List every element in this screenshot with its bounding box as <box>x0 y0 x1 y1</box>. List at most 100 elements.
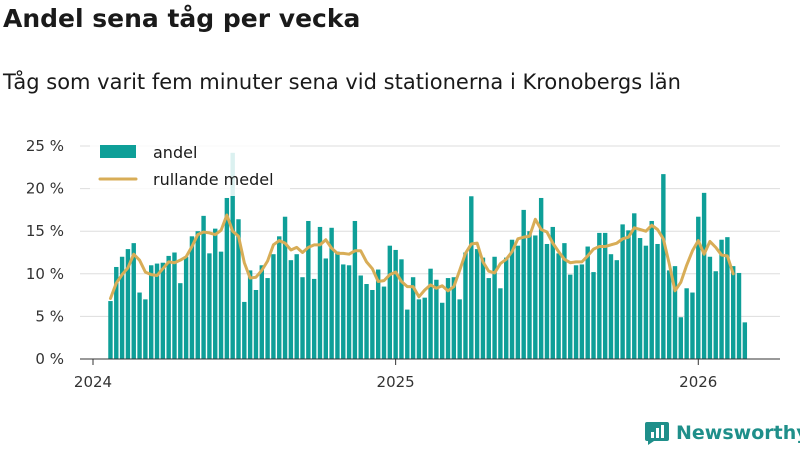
bar <box>643 245 649 359</box>
bar <box>556 253 561 359</box>
bar <box>696 216 701 359</box>
bar <box>230 152 235 359</box>
legend-bar-swatch <box>100 145 136 158</box>
bar <box>614 260 619 359</box>
bar <box>137 292 142 359</box>
bar <box>172 252 177 359</box>
bar <box>364 284 369 359</box>
bar-series <box>108 152 748 359</box>
bar <box>434 279 439 359</box>
bar <box>521 209 526 359</box>
bar <box>183 256 189 359</box>
bar <box>486 278 491 359</box>
bar <box>311 278 317 359</box>
y-tick-label: 20 % <box>26 180 64 198</box>
y-tick-label: 25 % <box>26 137 64 155</box>
bar <box>515 245 521 359</box>
bar <box>568 274 573 359</box>
bar <box>579 264 585 359</box>
bar <box>620 224 625 359</box>
bar <box>550 226 555 359</box>
newsworthy-brand[interactable]: Newsworthy <box>644 420 800 446</box>
bar <box>189 236 195 359</box>
bar <box>381 286 387 359</box>
y-axis-ticks: 0 % 5 % 10 % 15 % 20 % 25 % <box>26 137 64 368</box>
bar <box>731 266 736 359</box>
bar <box>335 251 340 359</box>
bar <box>195 231 200 359</box>
bar <box>445 278 451 359</box>
bar <box>393 249 398 359</box>
bar <box>480 257 486 359</box>
bar <box>573 265 579 359</box>
bar <box>119 256 125 359</box>
bar <box>637 238 643 359</box>
bar <box>707 256 713 359</box>
bar <box>428 268 433 359</box>
bar <box>655 243 660 359</box>
bar <box>213 228 218 359</box>
x-axis-ticks: 2024 2025 2026 <box>74 359 717 391</box>
bar <box>352 220 358 359</box>
x-tick-label: 2025 <box>377 373 415 391</box>
bar <box>504 257 509 359</box>
bar <box>410 277 416 359</box>
bar <box>329 227 334 359</box>
bar <box>597 232 602 359</box>
bar <box>294 254 299 359</box>
bar <box>160 262 166 359</box>
bar <box>178 283 183 359</box>
bar <box>509 239 515 359</box>
y-tick-label: 15 % <box>26 222 64 240</box>
bar <box>306 220 311 359</box>
bar <box>719 239 724 359</box>
bar <box>544 243 550 359</box>
bar <box>387 245 393 359</box>
bar <box>422 297 427 359</box>
bar <box>207 253 212 359</box>
bar <box>562 243 567 359</box>
bar <box>666 270 672 359</box>
bar <box>474 249 480 359</box>
bar <box>440 302 445 359</box>
bar <box>725 237 730 359</box>
legend-label-rullande-medel: rullande medel <box>153 170 274 189</box>
bar <box>358 275 363 359</box>
bar <box>300 277 305 359</box>
bar <box>463 252 468 359</box>
bar <box>678 317 684 359</box>
bar <box>469 196 474 359</box>
x-tick-label: 2024 <box>74 373 112 391</box>
bar <box>224 197 230 359</box>
bar <box>259 265 264 359</box>
bar <box>701 192 707 359</box>
bar <box>742 322 748 359</box>
bar <box>591 272 596 359</box>
legend: andel rullande medel <box>90 138 290 196</box>
x-tick-label: 2026 <box>679 373 717 391</box>
bar <box>125 249 131 359</box>
legend-label-andel: andel <box>153 143 197 162</box>
bar <box>626 230 631 359</box>
bar <box>533 235 538 359</box>
bar <box>149 265 154 359</box>
chart-subtitle: Tåg som varit fem minuter sena vid stati… <box>3 70 681 94</box>
bar <box>201 215 206 359</box>
bar <box>317 226 323 359</box>
bar <box>323 258 328 359</box>
y-tick-label: 10 % <box>26 265 64 283</box>
brand-name: Newsworthy <box>676 422 800 444</box>
bar <box>736 272 742 359</box>
bar <box>253 289 259 359</box>
bar <box>457 299 462 359</box>
bar <box>649 220 654 359</box>
bar <box>690 292 695 359</box>
bar <box>632 213 637 359</box>
bar <box>341 264 346 359</box>
bar <box>154 263 160 359</box>
bar <box>608 254 614 359</box>
bar <box>242 301 247 359</box>
bar <box>247 270 253 359</box>
bar <box>585 246 590 359</box>
rolling-average-line <box>108 213 735 301</box>
